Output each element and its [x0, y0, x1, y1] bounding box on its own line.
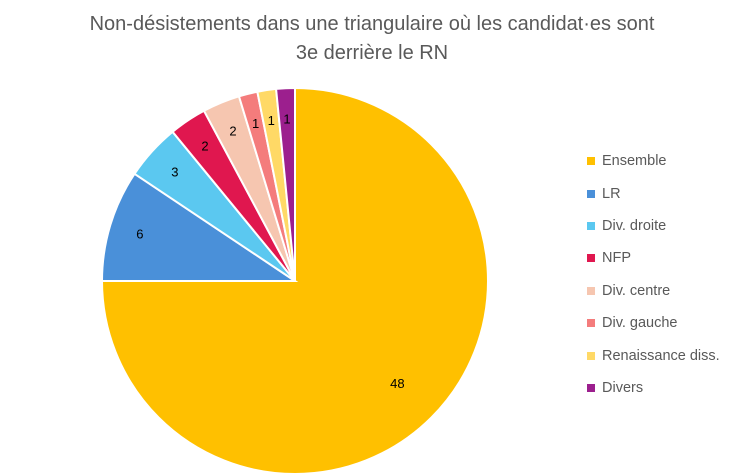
legend-label: NFP [602, 250, 631, 267]
data-label-div-centre: 2 [229, 124, 236, 139]
legend-label: Renaissance diss. [602, 347, 720, 364]
data-label-divers: 1 [283, 112, 290, 127]
legend-swatch [587, 221, 595, 230]
legend-label: Div. gauche [602, 315, 678, 332]
legend-item-div-gauche: Div. gauche [587, 307, 720, 339]
legend-label: Ensemble [602, 153, 667, 170]
chart-legend: Ensemble LR Div. droite NFP Div. centre Div. … [587, 145, 720, 404]
pie-slice-lr [100, 172, 299, 282]
legend-swatch [587, 319, 595, 328]
legend-swatch [587, 351, 595, 360]
legend-item-nfp: NFP [587, 242, 720, 274]
legend-swatch [587, 286, 595, 295]
legend-swatch [587, 254, 595, 263]
data-label-div-gauche: 1 [252, 116, 259, 131]
chart-title-line-2: 3e derrière le RN [295, 42, 449, 64]
legend-swatch [587, 383, 595, 392]
chart-title-line-1: Non-désistements dans une triangulaire o… [89, 13, 655, 35]
legend-label: Div. droite [602, 217, 667, 234]
data-label-ensemble: 48 [390, 376, 404, 391]
chart-title: Non-désistements dans une triangulaire o… [0, 10, 744, 68]
data-label-div-droite: 3 [171, 165, 178, 180]
data-label-lr: 6 [136, 226, 143, 241]
legend-swatch [587, 189, 595, 198]
legend-item-divers: Divers [587, 372, 720, 404]
pie-slice-divers [274, 86, 296, 282]
legend-swatch [587, 157, 595, 166]
data-label-renaissance-diss: 1 [268, 113, 275, 128]
pie-slice-ensemble [100, 86, 489, 475]
legend-item-renaissance-diss: Renaissance diss. [587, 339, 720, 371]
legend-item-ensemble: Ensemble [587, 145, 720, 177]
legend-label: Divers [602, 379, 644, 396]
legend-label: Div. centre [602, 282, 671, 299]
legend-item-div-centre: Div. centre [587, 275, 720, 307]
legend-item-lr: LR [587, 177, 720, 209]
legend-label: LR [602, 185, 621, 202]
data-label-nfp: 2 [201, 139, 208, 154]
legend-item-div-droite: Div. droite [587, 210, 720, 242]
